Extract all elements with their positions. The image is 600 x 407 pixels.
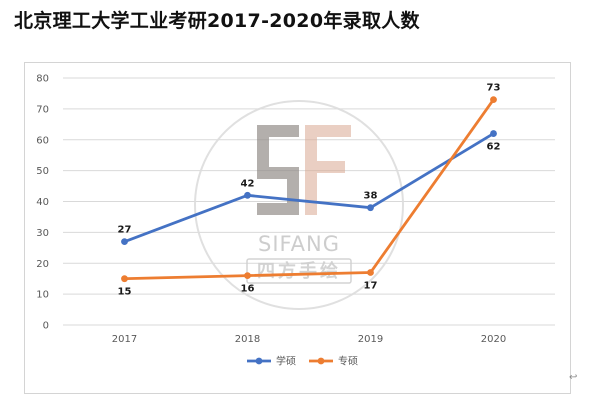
line-chart: SIFANG 四方手绘 27 42 38 62 15 16 17 73 0 10 20 30 40 50…	[36, 74, 555, 368]
watermark-seal-frame	[246, 258, 352, 284]
y-tick-label: 80	[36, 74, 49, 85]
data-label: 38	[364, 191, 378, 202]
data-label: 42	[241, 178, 255, 189]
y-tick-label: 70	[36, 104, 49, 115]
legend-label: 学硕	[276, 355, 296, 368]
data-point	[244, 272, 251, 279]
data-label: 73	[487, 83, 501, 94]
legend: 学硕 专硕	[247, 355, 358, 368]
data-point	[244, 191, 251, 199]
y-tick-label: 0	[43, 321, 49, 332]
watermark-logo-text: SIFANG	[258, 232, 340, 256]
data-label: 16	[241, 284, 255, 295]
data-point	[121, 275, 128, 283]
axis-labels: 0 10 20 30 40 50 60 70 80 2017 2018 2019 2020	[36, 74, 506, 346]
page-title: 北京理工大学工业考研2017-2020年录取人数	[14, 10, 420, 32]
legend-label: 专硕	[338, 355, 358, 368]
return-arrow-icon: ↩	[569, 372, 578, 383]
data-point	[490, 96, 497, 104]
data-label: 15	[118, 287, 132, 298]
x-tick-label: 2017	[112, 334, 137, 345]
x-tick-label: 2020	[481, 334, 506, 345]
watermark-seal-text: 四方手绘	[257, 260, 341, 282]
x-tick-label: 2018	[235, 334, 260, 345]
data-label: 62	[487, 142, 501, 153]
data-label: 17	[364, 281, 378, 292]
data-point	[367, 269, 374, 276]
y-tick-label: 40	[36, 197, 49, 208]
y-tick-label: 20	[36, 259, 49, 270]
data-point	[367, 204, 374, 212]
data-label: 27	[118, 225, 132, 236]
sifang-watermark: SIFANG 四方手绘	[194, 100, 404, 310]
x-tick-label: 2019	[358, 334, 383, 345]
series-layer: 27 42 38 62 15 16 17 73	[118, 83, 501, 298]
y-tick-label: 10	[36, 290, 49, 301]
watermark-logo-s	[257, 125, 299, 215]
y-tick-label: 30	[36, 228, 49, 239]
watermark-circle	[194, 100, 404, 310]
y-tick-label: 60	[36, 135, 49, 146]
chart-frame: SIFANG 四方手绘 27 42 38 62 15 16 17 73 0 10 20 30 40 50…	[24, 62, 571, 394]
data-point	[121, 238, 128, 246]
y-tick-label: 50	[36, 166, 49, 177]
series-line-1	[123, 132, 495, 244]
watermark-logo-f	[305, 125, 351, 215]
legend-marker	[317, 357, 325, 365]
series-line-2	[123, 98, 495, 281]
legend-marker	[255, 357, 263, 365]
data-point	[490, 130, 497, 137]
